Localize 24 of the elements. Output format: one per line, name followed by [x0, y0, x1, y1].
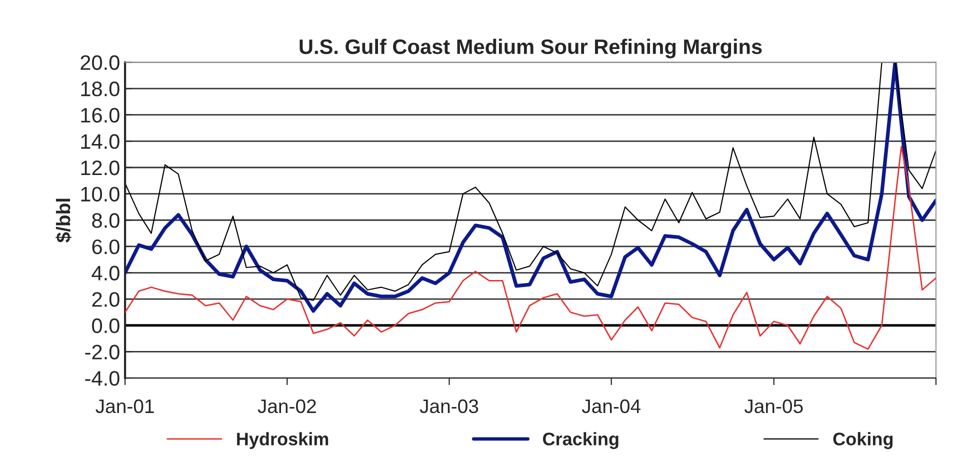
- legend-label: Hydroskim: [237, 432, 328, 449]
- y-tick-label: -4.0: [85, 371, 120, 386]
- x-tick-label: Jan-02: [258, 399, 316, 414]
- y-axis-title: $/bbl: [56, 198, 72, 243]
- y-tick-label: 2.0: [92, 292, 120, 307]
- y-tick-label: 6.0: [92, 239, 120, 254]
- legend-label: Cracking: [542, 432, 618, 450]
- y-tick-label: 16.0: [81, 108, 120, 123]
- y-tick-label: 10.0: [81, 186, 120, 202]
- legend-label: Coking: [833, 432, 893, 450]
- chart-title: U.S. Gulf Coast Medium Sour Refining Margins: [300, 38, 762, 58]
- x-tick-label: Jan-04: [582, 399, 640, 414]
- x-tick-label: Jan-05: [744, 399, 803, 414]
- y-tick-label: -2.0: [85, 344, 120, 360]
- y-tick-label: 4.0: [92, 266, 120, 281]
- y-tick-label: 8.0: [92, 213, 120, 228]
- y-tick-label: 12.0: [81, 160, 120, 176]
- x-tick-label: Jan-03: [420, 399, 478, 414]
- y-tick-label: 0.0: [92, 318, 120, 334]
- y-tick-label: 14.0: [81, 134, 120, 149]
- y-tick-label: 18.0: [81, 82, 120, 96]
- x-tick-label: Jan-01: [96, 399, 154, 414]
- line-series: [125, 146, 936, 350]
- y-tick-label: 20.0: [80, 55, 120, 70]
